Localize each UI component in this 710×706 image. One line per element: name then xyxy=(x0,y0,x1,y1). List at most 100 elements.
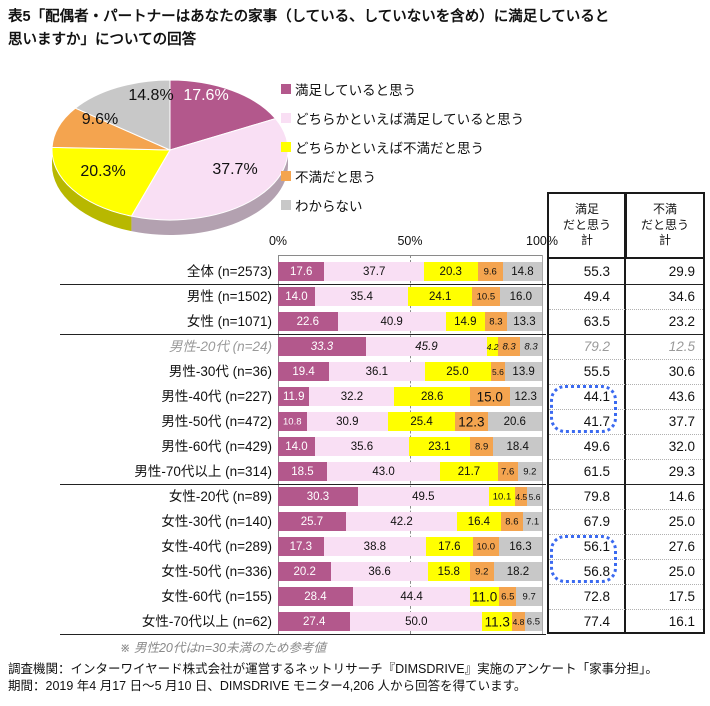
bar-segment-3: 9.6 xyxy=(477,262,503,281)
bar-row: 33.3 45.9 4.2 8.3 8.3 xyxy=(278,337,542,356)
bar-segment-label: 12.3 xyxy=(514,390,537,403)
bar-segment-label: 18.4 xyxy=(506,440,529,453)
totals-cell-satisfied: 79.2 xyxy=(583,339,610,354)
legend-label: 満足していると思う xyxy=(295,82,417,98)
bar-segment-2: 14.9 xyxy=(445,312,485,331)
legend-item-4: わからない xyxy=(281,190,524,219)
bar-segment-label: 17.6 xyxy=(290,265,313,278)
bar-segment-4: 14.8 xyxy=(502,262,542,281)
totals-table-divider xyxy=(624,192,626,634)
group-separator xyxy=(60,334,546,335)
bar-segment-label: 14.0 xyxy=(285,440,308,453)
bar-segment-3: 5.6 xyxy=(490,362,506,381)
table-group-separator xyxy=(549,334,703,335)
bar-segment-2: 20.3 xyxy=(423,262,478,281)
bar-segment-label: 20.6 xyxy=(503,415,526,428)
totals-cell-dissatisfied: 32.0 xyxy=(668,439,695,454)
totals-cell-satisfied: 49.4 xyxy=(583,289,610,304)
bar-segment-label: 33.3 xyxy=(310,340,334,353)
table-row-separator xyxy=(549,309,703,310)
bar-segment-0: 28.4 xyxy=(278,587,353,606)
row-label: 女性 (n=1071) xyxy=(186,314,272,329)
bar-segment-label: 22.6 xyxy=(296,315,320,328)
totals-cell-dissatisfied: 16.1 xyxy=(668,614,695,629)
bar-row: 19.4 36.1 25.0 5.6 13.9 xyxy=(278,362,542,381)
bar-segment-1: 30.9 xyxy=(306,412,389,431)
bar-segment-4: 6.5 xyxy=(524,612,542,631)
row-label: 男性-40代 (n=227) xyxy=(161,389,272,404)
bar-segment-0: 30.3 xyxy=(278,487,358,506)
bar-segment-1: 44.4 xyxy=(352,587,471,606)
axis-tick-100: 100% xyxy=(526,234,558,248)
totals-cell-satisfied: 55.3 xyxy=(583,264,610,279)
bar-segment-4: 18.4 xyxy=(493,437,542,456)
bar-segment-label: 32.2 xyxy=(340,390,364,403)
legend-label: わからない xyxy=(295,198,363,214)
bar-segment-label: 35.6 xyxy=(350,440,374,453)
bar-segment-1: 37.7 xyxy=(324,262,424,281)
legend-label: どちらかといえば満足していると思う xyxy=(295,111,525,127)
bar-segment-label: 8.3 xyxy=(489,316,503,327)
bar-segment-3: 9.2 xyxy=(469,562,494,581)
bar-segment-label: 9.2 xyxy=(523,466,537,477)
bar-segment-label: 14.0 xyxy=(285,290,308,303)
totals-cell-dissatisfied: 25.0 xyxy=(668,564,695,579)
bar-segment-2: 25.4 xyxy=(388,412,456,431)
bar-segment-4: 7.1 xyxy=(523,512,542,531)
legend-swatch-icon xyxy=(281,112,291,123)
bar-segment-0: 17.6 xyxy=(278,262,325,281)
bar-segment-0: 10.8 xyxy=(278,412,307,431)
bar-segment-3: 8.3 xyxy=(498,337,521,356)
bar-segment-label: 11.9 xyxy=(282,390,305,403)
bar-segment-label: 14.9 xyxy=(454,315,477,328)
bar-segment-label: 10.1 xyxy=(492,491,512,502)
bar-segment-2: 11.0 xyxy=(470,587,500,606)
bar-segment-label: 38.8 xyxy=(363,540,387,553)
bar-segment-3: 8.9 xyxy=(469,437,494,456)
totals-cell-dissatisfied: 14.6 xyxy=(668,489,695,504)
totals-cell-dissatisfied: 17.5 xyxy=(668,589,695,604)
bar-segment-label: 40.9 xyxy=(380,315,403,328)
bar-segment-label: 8.3 xyxy=(502,341,516,352)
bar-segment-3: 8.3 xyxy=(484,312,507,331)
bar-segment-3: 7.6 xyxy=(497,462,518,481)
bar-segment-2: 16.4 xyxy=(457,512,501,531)
bar-row: 20.2 36.6 15.8 9.2 18.2 xyxy=(278,562,542,581)
bar-segment-label: 16.0 xyxy=(509,290,533,303)
bar-row: 18.5 43.0 21.7 7.6 9.2 xyxy=(278,462,542,481)
bar-segment-2: 23.1 xyxy=(408,437,470,456)
bar-row: 14.0 35.4 24.1 10.5 16.0 xyxy=(278,287,542,306)
highlight-ellipse-male-40s-50s xyxy=(550,385,617,433)
totals-cell-satisfied: 79.8 xyxy=(583,489,610,504)
bar-segment-3: 4.8 xyxy=(512,612,525,631)
row-label: 男性-70代以上 (n=314) xyxy=(134,464,272,479)
bar-row: 14.0 35.6 23.1 8.9 18.4 xyxy=(278,437,542,456)
bar-segment-label: 7.6 xyxy=(501,466,515,477)
bar-segment-4: 9.2 xyxy=(517,462,542,481)
legend-swatch-icon xyxy=(281,199,291,210)
bar-segment-label: 36.1 xyxy=(365,365,389,378)
bar-row: 17.3 38.8 17.6 10.0 16.3 xyxy=(278,537,542,556)
bar-segment-label: 4.5 xyxy=(515,491,528,502)
totals-table-border xyxy=(547,192,705,634)
bar-segment-label: 7.1 xyxy=(525,516,540,527)
survey-source: 調査機関：インターワイヤード株式会社が運営するネットリサーチ『DIMSDRIVE… xyxy=(8,662,658,676)
bar-segment-label: 9.7 xyxy=(522,591,536,602)
bar-segment-3: 10.0 xyxy=(472,537,499,556)
bar-row: 17.6 37.7 20.3 9.6 14.8 xyxy=(278,262,542,281)
bar-segment-2: 15.8 xyxy=(427,562,470,581)
page-title: 表5「配偶者・パートナーはあなたの家事（している、していないを含め）に満足してい… xyxy=(8,9,610,49)
row-label: 男性 (n=1502) xyxy=(186,289,272,304)
bar-segment-label: 8.6 xyxy=(505,516,519,527)
totals-cell-dissatisfied: 25.0 xyxy=(668,514,695,529)
totals-cell-dissatisfied: 29.3 xyxy=(668,464,695,479)
bar-segment-label: 10.0 xyxy=(476,541,495,552)
bar-segment-label: 4.8 xyxy=(512,616,525,627)
bar-segment-3: 8.6 xyxy=(500,512,524,531)
bar-segment-label: 43.0 xyxy=(372,465,395,478)
legend-swatch-icon xyxy=(281,170,291,181)
bar-segment-0: 19.4 xyxy=(278,362,330,381)
bar-segment-4: 8.3 xyxy=(520,337,542,356)
table-row-separator xyxy=(549,509,703,510)
bar-segment-label: 36.6 xyxy=(368,565,391,578)
